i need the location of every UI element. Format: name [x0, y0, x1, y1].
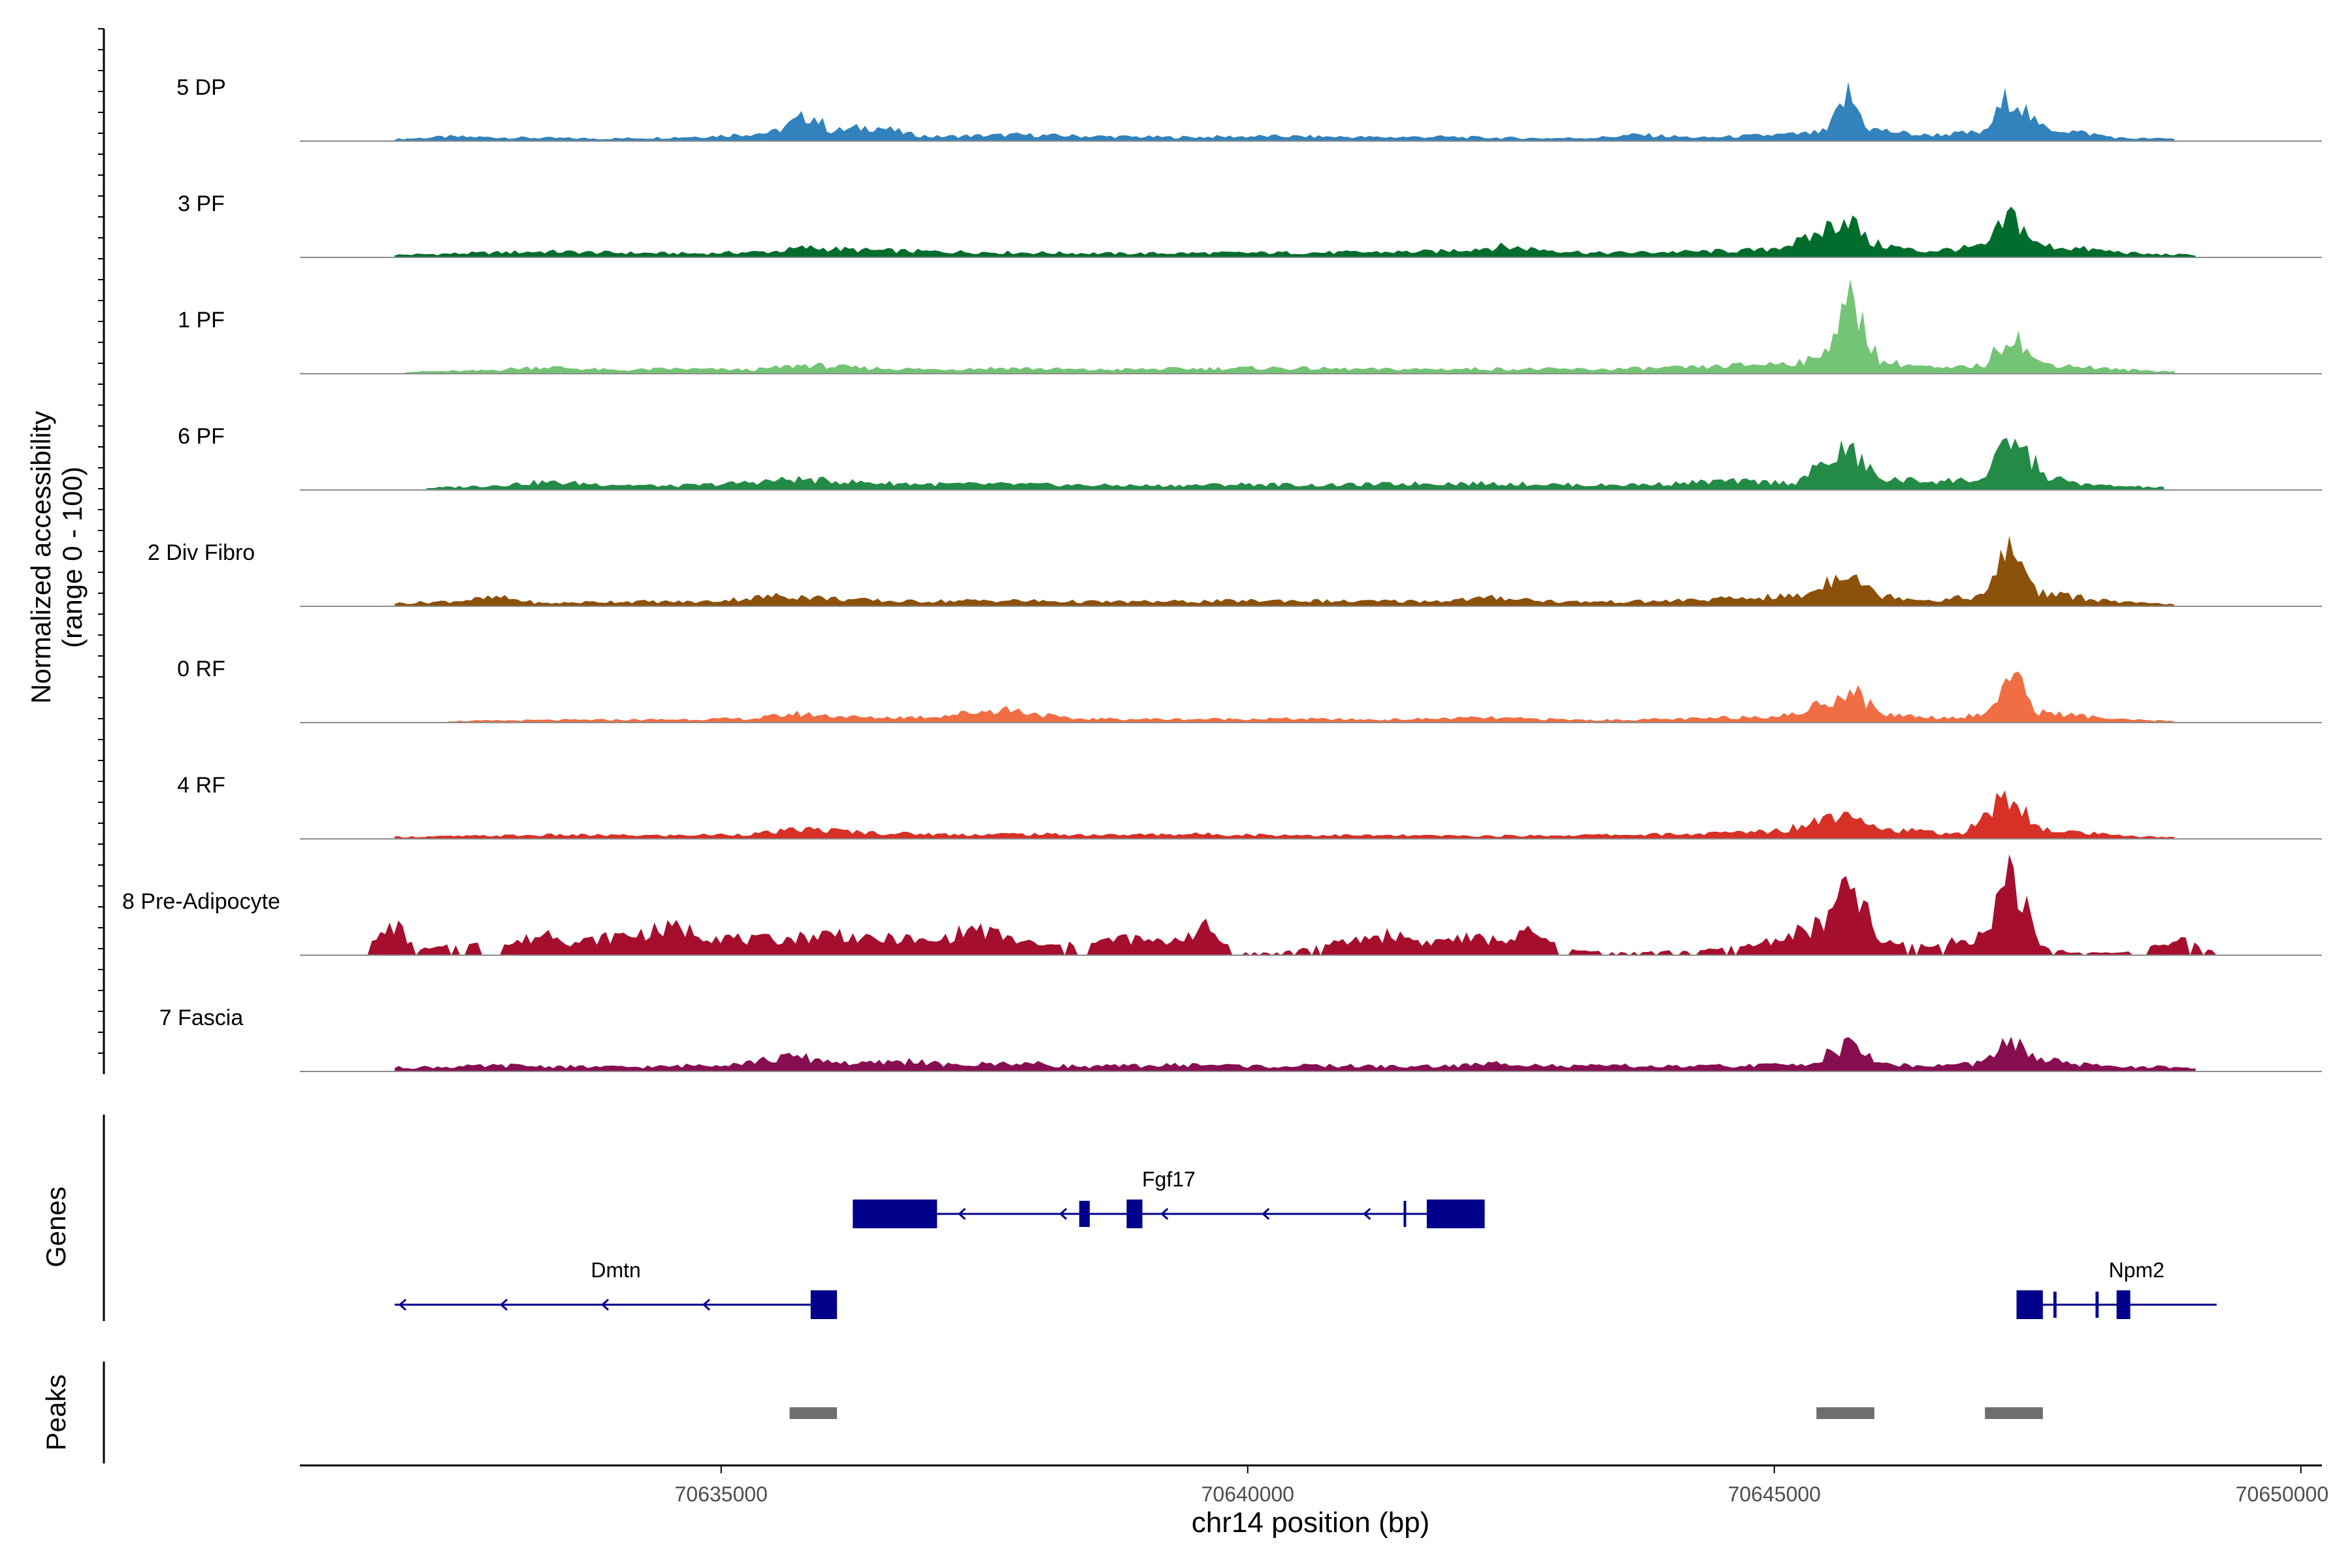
strand-arrow — [398, 1298, 407, 1311]
peak-bar — [1985, 1407, 2043, 1419]
track-label-0-rf: 0 RF — [177, 657, 225, 681]
track-area-5-dp — [395, 82, 2175, 141]
peak-regions — [789, 1407, 2043, 1419]
gene-label-npm2: Npm2 — [2109, 1258, 2164, 1282]
gene-dmtn: Dmtn — [395, 1258, 838, 1319]
x-axis-title: chr14 position (bp) — [1192, 1507, 1429, 1539]
exon-npm2 — [2016, 1290, 2043, 1319]
track-label-5-dp: 5 DP — [176, 75, 226, 100]
exon-fgf17 — [853, 1200, 938, 1228]
track-1-pf: 1 PF — [178, 279, 2322, 374]
track-label-2-div-fibro: 2 Div Fibro — [148, 540, 255, 565]
track-3-pf: 3 PF — [178, 191, 2322, 258]
track-label-3-pf: 3 PF — [178, 191, 225, 216]
strand-arrow — [958, 1207, 966, 1220]
gene-npm2: Npm2 — [2016, 1258, 2217, 1319]
coverage-y-axis-title-line2: (range 0 - 100) — [57, 466, 88, 648]
strand-arrow — [1262, 1207, 1270, 1220]
strand-arrow — [499, 1298, 508, 1311]
gene-label-dmtn: Dmtn — [591, 1258, 640, 1282]
strand-arrow — [1160, 1207, 1169, 1220]
exon-npm2 — [2095, 1292, 2099, 1318]
exon-dmtn — [810, 1290, 838, 1319]
gene-annotations: Fgf17 Dmtn Npm2 — [395, 1168, 2217, 1319]
track-8-pre-adipocyte: 8 Pre-Adipocyte — [122, 854, 2322, 956]
strand-arrow — [600, 1298, 610, 1311]
strand-arrow — [702, 1298, 711, 1311]
track-0-rf: 0 RF — [177, 657, 2322, 723]
x-tick-label: 70645000 — [1728, 1482, 1821, 1506]
gene-fgf17: Fgf17 — [853, 1168, 1485, 1228]
track-area-1-pf — [405, 279, 2175, 374]
x-tick-label: 70635000 — [675, 1482, 768, 1506]
track-area-6-pf — [426, 438, 2164, 490]
track-label-8-pre-adipocyte: 8 Pre-Adipocyte — [122, 889, 280, 914]
exon-fgf17 — [1426, 1200, 1485, 1228]
x-tick-label: 70650000 — [2236, 1482, 2328, 1506]
peaks-panel-label: Peaks — [41, 1375, 71, 1451]
peak-bar — [1816, 1407, 1874, 1419]
gene-label-fgf17: Fgf17 — [1142, 1168, 1196, 1191]
track-7-fascia: 7 Fascia — [159, 1005, 2322, 1072]
track-area-4-rf — [395, 790, 2175, 839]
track-area-8-pre-adipocyte — [363, 854, 2217, 955]
coverage-tracks: 5 DP 3 PF 1 PF 6 PF 2 Div Fibro 0 RF — [122, 75, 2322, 1072]
strand-arrow — [1363, 1207, 1371, 1220]
track-label-7-fascia: 7 Fascia — [159, 1005, 244, 1030]
track-label-1-pf: 1 PF — [178, 308, 225, 333]
exon-fgf17 — [1079, 1201, 1090, 1227]
x-tick-label: 70640000 — [1201, 1482, 1294, 1506]
track-label-6-pf: 6 PF — [178, 424, 225, 449]
track-area-7-fascia — [395, 1036, 2196, 1071]
track-4-rf: 4 RF — [177, 773, 2322, 840]
track-label-4-rf: 4 RF — [177, 773, 225, 798]
track-2-div-fibro: 2 Div Fibro — [148, 536, 2322, 607]
coverage-y-ticks — [98, 28, 104, 1054]
track-5-dp: 5 DP — [176, 75, 2322, 142]
exon-npm2 — [2053, 1292, 2057, 1318]
track-area-3-pf — [395, 206, 2196, 257]
genes-panel-label: Genes — [41, 1186, 71, 1267]
coverage-y-axis-title-line1: Normalized accessibility — [25, 411, 56, 704]
exon-fgf17 — [1126, 1200, 1143, 1228]
peak-bar — [789, 1407, 838, 1419]
track-6-pf: 6 PF — [178, 424, 2322, 491]
exon-fgf17 — [1403, 1201, 1407, 1227]
track-area-2-div-fibro — [395, 536, 2175, 606]
track-area-0-rf — [447, 672, 2175, 723]
strand-arrow — [1059, 1207, 1068, 1220]
x-axis-ticks: 70635000 70640000 70645000 70650000 — [675, 1465, 2328, 1506]
exon-npm2 — [2116, 1290, 2131, 1319]
